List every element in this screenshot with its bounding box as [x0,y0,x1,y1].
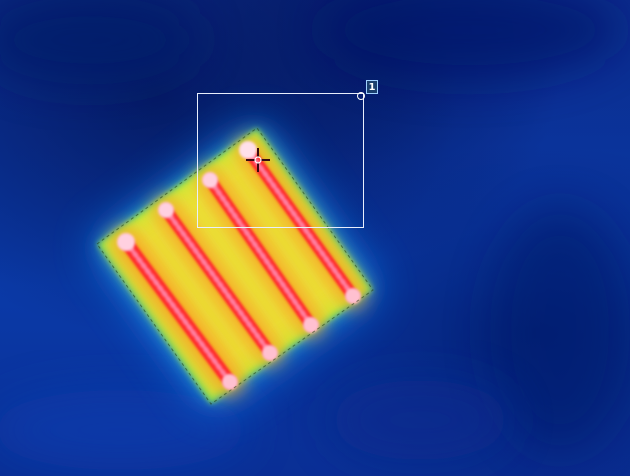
heating-elements [119,144,359,389]
crosshair-icon[interactable] [246,148,270,172]
measurement-box-handle[interactable] [357,92,365,100]
measurement-box-label: 1 [366,80,378,94]
measurement-box[interactable] [197,93,364,228]
heating-element-endpoints [117,141,361,390]
panel-edge [96,127,374,405]
